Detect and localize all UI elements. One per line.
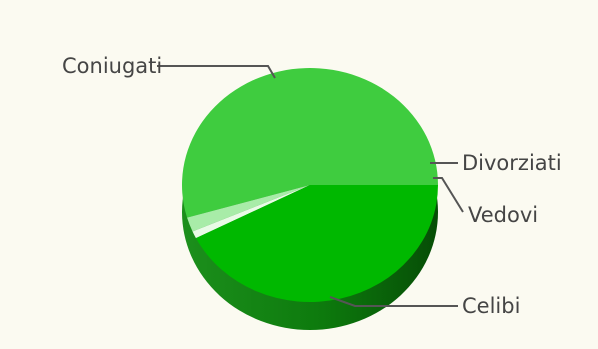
pie-slice-coniugati bbox=[182, 68, 438, 218]
pie-slices bbox=[182, 68, 438, 303]
leader-line-vedovi bbox=[433, 177, 464, 213]
pie-slice-vedovi bbox=[192, 185, 310, 239]
slice-label-vedovi: Vedovi bbox=[468, 203, 538, 227]
leader-line-coniugati bbox=[157, 65, 276, 79]
pie-labels: Coniugati Divorziati Vedovi Celibi bbox=[62, 54, 562, 318]
leader-line-celibi bbox=[329, 296, 458, 307]
pie-slice-divorziati bbox=[187, 185, 310, 232]
slice-label-coniugati: Coniugati bbox=[62, 54, 162, 78]
pie-slice-celibi bbox=[195, 185, 438, 303]
slice-label-divorziati: Divorziati bbox=[462, 151, 562, 175]
slice-label-celibi: Celibi bbox=[462, 294, 520, 318]
